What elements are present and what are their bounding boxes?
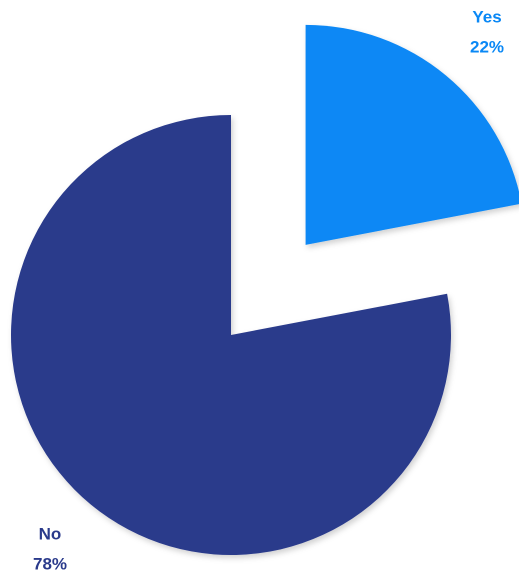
slice-value-label: 22% xyxy=(470,37,504,56)
slice-value-label: 78% xyxy=(33,554,67,573)
pie-slice xyxy=(305,24,519,245)
slice-label: Yes xyxy=(472,7,501,26)
slice-label: No xyxy=(39,524,62,543)
pie-slice xyxy=(10,115,451,555)
